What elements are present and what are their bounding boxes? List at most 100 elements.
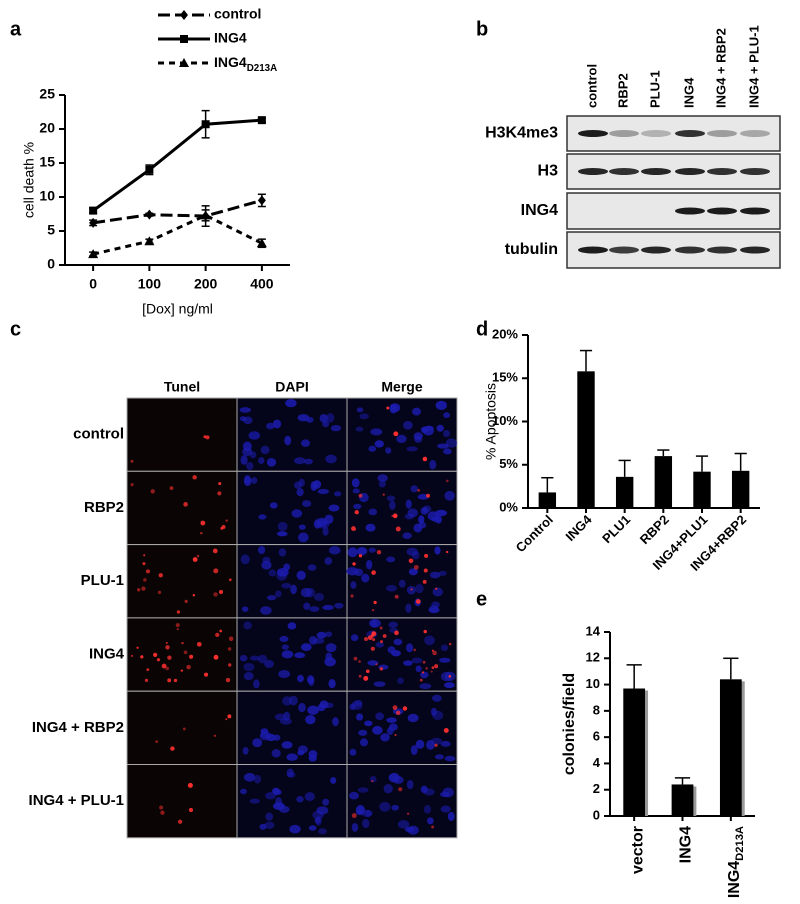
nucleus [414, 435, 423, 443]
nucleus [322, 604, 334, 611]
blot-band [740, 130, 770, 137]
tunel-spot [200, 531, 203, 535]
row-label: H3K4me3 [485, 125, 558, 142]
legend-label-sub: D213A [247, 63, 278, 74]
bar [615, 476, 634, 508]
nucleus [297, 674, 304, 683]
tunel-spot [141, 586, 146, 591]
nucleus [264, 660, 274, 668]
tunel-spot [146, 668, 150, 672]
nucleus [324, 631, 333, 638]
line [92, 118, 262, 212]
nucleus [347, 547, 358, 558]
nucleus [368, 547, 376, 553]
tunel-spot [421, 671, 425, 674]
nucleus [281, 644, 290, 650]
tunel-spot [371, 608, 375, 612]
nucleus [443, 448, 452, 455]
tunel-spot [351, 526, 356, 531]
nucleus [307, 564, 317, 571]
nucleus [406, 547, 418, 556]
nucleus [307, 705, 320, 715]
nucleus [356, 713, 364, 721]
blot-band [707, 130, 737, 137]
tunel-spot [144, 678, 149, 682]
nucleus [296, 796, 304, 803]
blot-band [578, 130, 608, 137]
nucleus [370, 620, 378, 628]
nucleus [332, 717, 339, 727]
nucleus [326, 413, 335, 423]
tunel-spot [156, 658, 161, 662]
row-label: H3 [538, 163, 559, 180]
y-tick-label: 0 [593, 807, 600, 822]
nucleus [272, 419, 282, 429]
panel-letter: e [476, 588, 487, 610]
tunel-spot [136, 646, 139, 649]
nucleus [412, 407, 422, 416]
nucleus [440, 644, 449, 652]
nucleus [276, 531, 288, 537]
y-tick-label: 6 [593, 729, 600, 744]
nucleus [248, 431, 261, 440]
nucleus [254, 774, 262, 784]
nucleus [396, 434, 407, 444]
nucleus [328, 504, 340, 512]
tunel-spot [180, 669, 183, 672]
nucleus [258, 457, 265, 464]
tunel-spot [358, 493, 363, 498]
tunel-spot [143, 578, 147, 582]
nucleus [242, 447, 253, 456]
nucleus [276, 571, 288, 581]
tunel-spot [130, 654, 134, 658]
row-label: ING4 + PLU-1 [29, 792, 124, 809]
y-tick-label: 0 [47, 256, 55, 272]
x-tick-label: ING4 [678, 826, 695, 863]
tunel-spot [192, 557, 198, 562]
panel-letter: a [10, 18, 22, 40]
nucleus [351, 822, 359, 832]
nucleus [370, 428, 383, 436]
x-tick-label: 200 [194, 276, 218, 292]
tunel-spot [448, 642, 452, 646]
tunel-spot [161, 663, 167, 669]
tunel-spot [140, 655, 144, 659]
tunel-spot [165, 666, 170, 671]
tunel-spot [227, 714, 232, 719]
bar [654, 456, 673, 508]
nucleus [386, 556, 396, 563]
blot-band [609, 246, 639, 254]
tunel-spot [225, 677, 231, 683]
marker [200, 210, 211, 220]
tunel-spot [173, 678, 178, 683]
nucleus [431, 737, 442, 745]
marker [180, 35, 188, 43]
row-label: RBP2 [84, 499, 124, 516]
nucleus [406, 779, 414, 790]
nucleus [257, 545, 266, 555]
column-label: Tunel [164, 379, 200, 395]
nucleus [239, 416, 247, 422]
tunel-spot [181, 641, 184, 645]
tunel-spot [183, 502, 188, 507]
tunel-spot [422, 579, 427, 584]
nucleus [429, 571, 441, 579]
tunel-spot [215, 632, 220, 638]
tunel-spot [370, 646, 375, 651]
line [92, 213, 263, 256]
nucleus [316, 806, 329, 815]
nucleus [434, 754, 444, 760]
marker [257, 195, 266, 206]
tunel-spot [177, 819, 183, 824]
nucleus [334, 602, 344, 609]
nucleus [419, 683, 432, 690]
lane-label: ING4 + PLU-1 [746, 25, 761, 108]
tunel-spot [365, 669, 370, 674]
nucleus [317, 488, 329, 495]
nucleus [442, 787, 454, 798]
marker [180, 10, 188, 20]
nucleus [265, 812, 274, 821]
bar [693, 471, 711, 508]
micrograph [126, 617, 238, 692]
